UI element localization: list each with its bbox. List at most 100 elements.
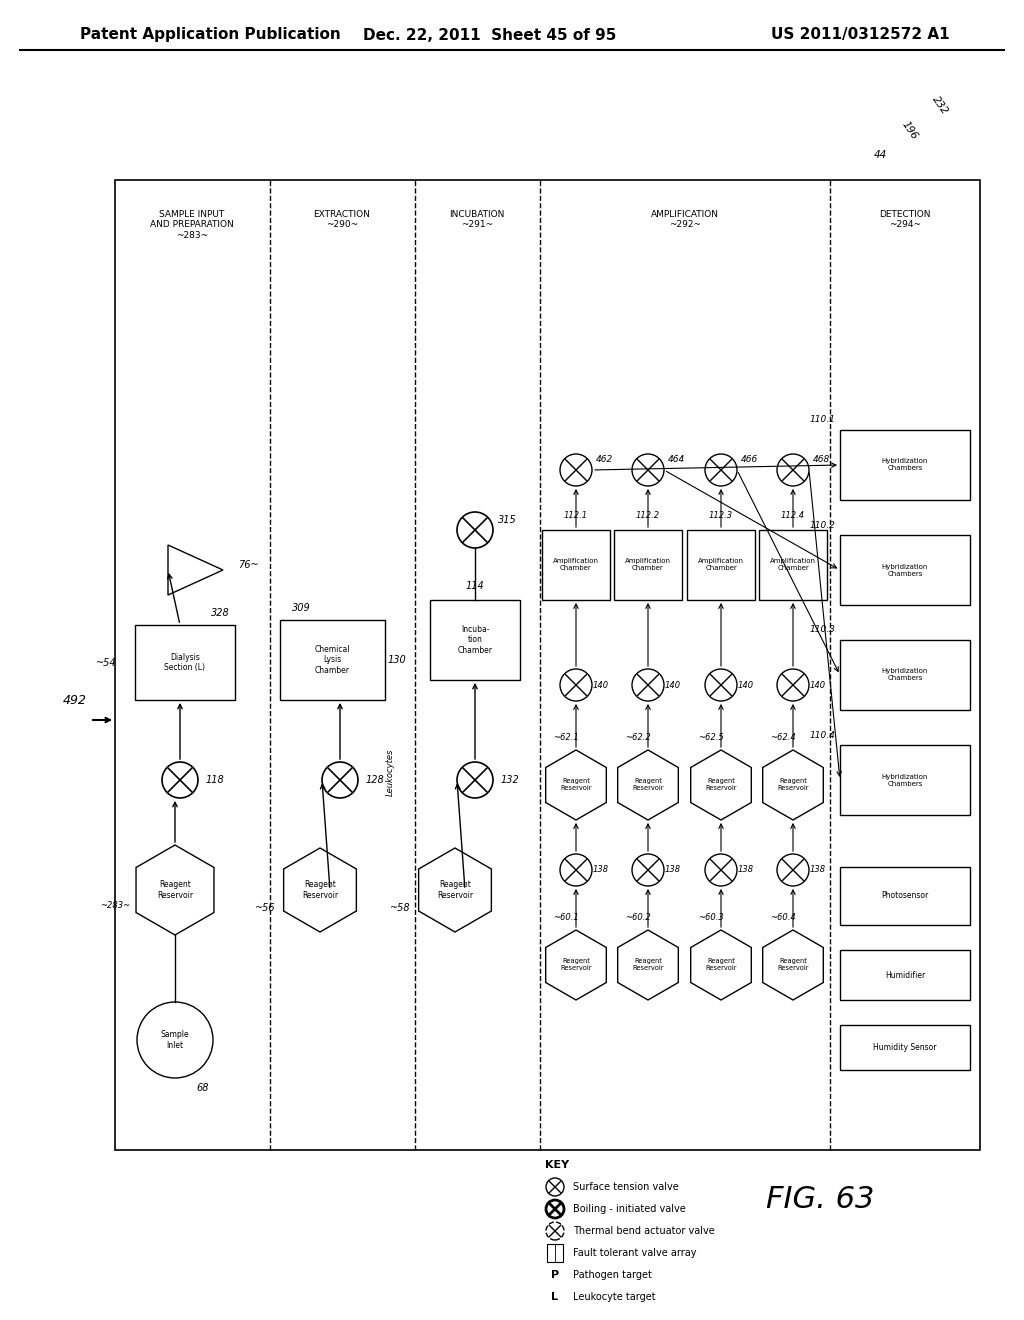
Text: Reagent
Reservoir: Reagent Reservoir [302,880,338,900]
Text: ~60.4: ~60.4 [770,912,796,921]
Text: 114: 114 [466,581,484,591]
Text: ~62.2: ~62.2 [625,733,651,742]
Circle shape [705,454,737,486]
Text: 110.3: 110.3 [810,626,836,635]
Text: Boiling - initiated valve: Boiling - initiated valve [573,1204,686,1214]
Text: Amplification
Chamber: Amplification Chamber [625,558,671,572]
Text: Reagent
Reservoir: Reagent Reservoir [777,958,809,972]
Text: AMPLIFICATION
~292~: AMPLIFICATION ~292~ [651,210,719,230]
FancyBboxPatch shape [687,531,755,601]
Text: Reagent
Reservoir: Reagent Reservoir [632,958,664,972]
Circle shape [705,669,737,701]
Text: 112.2: 112.2 [636,511,660,520]
Text: 112.4: 112.4 [781,511,805,520]
Text: 138: 138 [738,866,754,874]
Text: 138: 138 [665,866,681,874]
Text: Reagent
Reservoir: Reagent Reservoir [437,880,473,900]
Circle shape [777,854,809,886]
Text: Incuba-
tion
Chamber: Incuba- tion Chamber [458,626,493,655]
Text: ~62.5: ~62.5 [698,733,724,742]
Text: 140: 140 [810,681,826,689]
Text: 112.1: 112.1 [564,511,588,520]
Text: 132: 132 [501,775,519,785]
Circle shape [546,1177,564,1196]
Text: ~60.2: ~60.2 [625,912,651,921]
Circle shape [162,762,198,799]
Text: Chemical
Lysis
Chamber: Chemical Lysis Chamber [314,645,350,675]
Text: 44: 44 [873,150,887,160]
Text: Humidifier: Humidifier [885,970,925,979]
Text: 138: 138 [593,866,609,874]
FancyBboxPatch shape [547,1243,563,1262]
Text: Thermal bend actuator valve: Thermal bend actuator valve [573,1226,715,1236]
Text: ~56: ~56 [255,903,275,913]
Text: 492: 492 [63,693,87,706]
Polygon shape [546,931,606,1001]
Text: Hybridization
Chambers: Hybridization Chambers [882,564,928,577]
Text: Reagent
Reservoir: Reagent Reservoir [706,779,736,792]
Text: ~54: ~54 [96,657,117,668]
Text: ~58: ~58 [390,903,411,913]
Polygon shape [691,750,752,820]
Text: Dec. 22, 2011  Sheet 45 of 95: Dec. 22, 2011 Sheet 45 of 95 [364,28,616,42]
Text: 112.3: 112.3 [709,511,733,520]
Text: Humidity Sensor: Humidity Sensor [873,1043,937,1052]
Text: Reagent
Reservoir: Reagent Reservoir [157,880,194,900]
Text: 118: 118 [206,775,224,785]
Text: INCUBATION
~291~: INCUBATION ~291~ [450,210,505,230]
Text: Reagent
Reservoir: Reagent Reservoir [777,779,809,792]
Text: Leukocyte target: Leukocyte target [573,1292,655,1302]
FancyBboxPatch shape [280,620,385,700]
Text: Hybridization
Chambers: Hybridization Chambers [882,668,928,681]
Text: L: L [552,1292,558,1302]
Polygon shape [168,545,223,595]
Text: Leukocytes: Leukocytes [385,748,394,796]
Text: 232: 232 [930,94,950,116]
FancyBboxPatch shape [840,950,970,1001]
Text: KEY: KEY [545,1160,569,1170]
Circle shape [777,669,809,701]
Circle shape [546,1222,564,1239]
Text: 464: 464 [668,455,685,465]
FancyBboxPatch shape [430,601,520,680]
Polygon shape [763,931,823,1001]
FancyBboxPatch shape [115,180,980,1150]
Text: 130: 130 [388,655,407,665]
Text: 140: 140 [593,681,609,689]
Text: DETECTION
~294~: DETECTION ~294~ [880,210,931,230]
Text: EXTRACTION
~290~: EXTRACTION ~290~ [313,210,371,230]
Circle shape [632,854,664,886]
FancyBboxPatch shape [614,531,682,601]
Text: Pathogen target: Pathogen target [573,1270,652,1280]
Text: ~62.1: ~62.1 [553,733,579,742]
Circle shape [560,454,592,486]
Text: 110.4: 110.4 [810,730,836,739]
FancyBboxPatch shape [759,531,827,601]
Text: Amplification
Chamber: Amplification Chamber [770,558,816,572]
FancyBboxPatch shape [840,430,970,500]
Text: ~62.4: ~62.4 [770,733,796,742]
Text: Reagent
Reservoir: Reagent Reservoir [632,779,664,792]
Polygon shape [419,847,492,932]
FancyBboxPatch shape [840,535,970,605]
Polygon shape [763,750,823,820]
Text: Reagent
Reservoir: Reagent Reservoir [560,779,592,792]
Circle shape [457,512,493,548]
FancyBboxPatch shape [135,624,234,700]
Polygon shape [691,931,752,1001]
Polygon shape [546,750,606,820]
Circle shape [560,669,592,701]
Text: Amplification
Chamber: Amplification Chamber [553,558,599,572]
Text: Hybridization
Chambers: Hybridization Chambers [882,458,928,471]
FancyBboxPatch shape [840,1026,970,1071]
Text: 466: 466 [740,455,758,465]
Text: 196: 196 [900,119,920,141]
Text: Dialysis
Section (L): Dialysis Section (L) [165,653,206,672]
Text: ~60.3: ~60.3 [698,912,724,921]
Circle shape [632,669,664,701]
Text: ~60.1: ~60.1 [553,912,579,921]
FancyBboxPatch shape [840,640,970,710]
Circle shape [457,762,493,799]
Text: 309: 309 [292,603,310,612]
FancyBboxPatch shape [840,867,970,925]
